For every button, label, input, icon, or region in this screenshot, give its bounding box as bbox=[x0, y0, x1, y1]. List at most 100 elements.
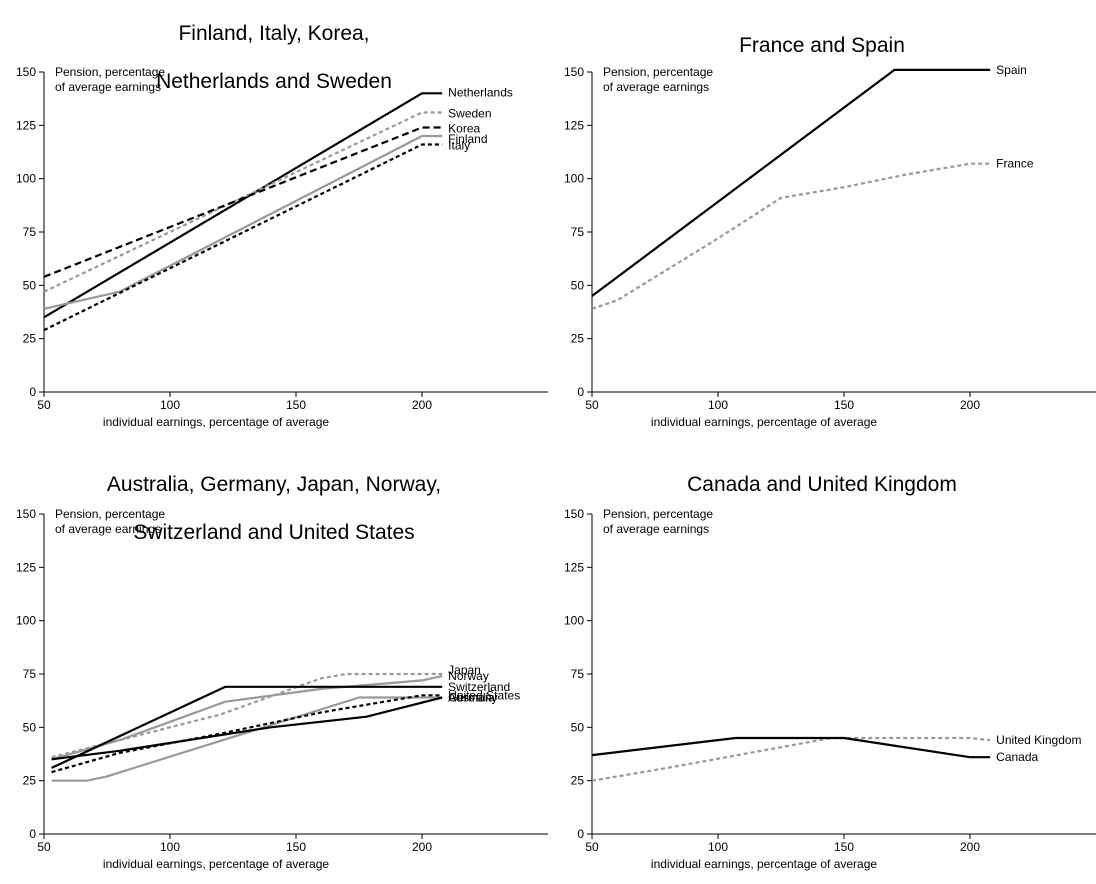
series-label: Germany bbox=[448, 690, 497, 704]
y-tick-label: 100 bbox=[564, 172, 584, 186]
y-tick-label: 25 bbox=[571, 774, 585, 788]
series-label: Japan bbox=[448, 663, 481, 677]
y-tick-label: 100 bbox=[16, 614, 36, 628]
chart-panel-bottom-right: Canada and United Kingdom 0 25 50 75 100 125 1… bbox=[548, 442, 1096, 884]
series-label: Norway bbox=[448, 669, 489, 683]
x-tick-label: 150 bbox=[286, 840, 306, 854]
x-tick-label: 50 bbox=[585, 398, 599, 412]
x-axis-label: individual earnings, percentage of avera… bbox=[103, 415, 329, 429]
y-axis-label-line: Pension, percentage bbox=[603, 65, 713, 79]
x-tick-label: 200 bbox=[960, 398, 980, 412]
y-axis-label-line: Pension, percentage bbox=[55, 507, 165, 521]
chart-title-line-1: Finland, Italy, Korea, bbox=[178, 22, 370, 45]
chart-title-line-1: Canada and United Kingdom bbox=[687, 473, 957, 496]
series-label: Finland bbox=[448, 132, 487, 146]
series-line-finland bbox=[43, 134, 443, 310]
x-axis-label: individual earnings, percentage of avera… bbox=[651, 857, 877, 871]
series-label: Korea bbox=[448, 121, 480, 135]
x-tick-label: 100 bbox=[160, 840, 180, 854]
y-axis-label-line: of average earnings bbox=[55, 522, 161, 536]
chart-title-line-2: Switzerland and United States bbox=[133, 521, 415, 544]
x-tick-label: 50 bbox=[585, 840, 599, 854]
series-line-united-states bbox=[51, 694, 443, 774]
y-tick-label: 0 bbox=[577, 827, 584, 841]
series-label: Canada bbox=[996, 750, 1038, 764]
x-axis-label: individual earnings, percentage of avera… bbox=[651, 415, 877, 429]
y-tick-label: 0 bbox=[577, 385, 584, 399]
series-label: Spain bbox=[996, 63, 1027, 77]
chart-panel-bottom-left: Australia, Germany, Japan, Norway, Switz… bbox=[0, 442, 548, 884]
series-line-netherlands bbox=[43, 92, 443, 319]
y-tick-label: 125 bbox=[564, 560, 584, 574]
series-line-canada bbox=[591, 736, 991, 759]
chart-panel-top-right: France and Spain 0 25 50 75 100 125 150 50 100 15… bbox=[548, 0, 1096, 442]
x-tick-label: 50 bbox=[37, 398, 51, 412]
chart-title: Finland, Italy, Korea, Netherlands and S… bbox=[0, 0, 548, 118]
x-tick-label: 150 bbox=[834, 398, 854, 412]
y-tick-label: 100 bbox=[16, 172, 36, 186]
y-tick-label: 100 bbox=[564, 614, 584, 628]
chart-title: France and Spain bbox=[548, 10, 1096, 82]
chart-title-line-1: France and Spain bbox=[739, 34, 905, 57]
chart-title: Canada and United Kingdom bbox=[548, 449, 1096, 521]
y-tick-label: 150 bbox=[16, 65, 36, 79]
y-axis-label-line: Pension, percentage bbox=[603, 507, 713, 521]
series-line-sweden bbox=[43, 111, 443, 293]
line-chart: 0 25 50 75 100 125 150 50 100 150 200 individual ea… bbox=[564, 507, 1096, 871]
y-tick-label: 25 bbox=[571, 332, 585, 346]
y-tick-label: 50 bbox=[571, 278, 585, 292]
y-tick-label: 125 bbox=[16, 118, 36, 132]
y-axis-label-line: of average earnings bbox=[55, 80, 161, 94]
series-label: Australia bbox=[448, 690, 495, 704]
series-label: Netherlands bbox=[448, 85, 513, 99]
x-tick-label: 200 bbox=[412, 398, 432, 412]
y-axis-label-line: Pension, percentage bbox=[55, 65, 165, 79]
y-tick-label: 0 bbox=[29, 385, 36, 399]
y-tick-label: 50 bbox=[23, 278, 37, 292]
y-tick-label: 125 bbox=[564, 118, 584, 132]
series-line-korea bbox=[43, 126, 443, 278]
y-axis-label-line: of average earnings bbox=[603, 522, 709, 536]
y-tick-label: 150 bbox=[564, 65, 584, 79]
y-tick-label: 0 bbox=[29, 827, 36, 841]
y-tick-label: 75 bbox=[23, 225, 37, 239]
series-line-italy bbox=[43, 143, 443, 332]
series-line-united-kingdom bbox=[591, 736, 991, 782]
y-tick-label: 150 bbox=[16, 507, 36, 521]
chart-panel-top-left: Finland, Italy, Korea, Netherlands and S… bbox=[0, 0, 548, 442]
series-line-norway bbox=[51, 675, 443, 761]
y-tick-label: 25 bbox=[23, 332, 37, 346]
y-tick-label: 125 bbox=[16, 560, 36, 574]
series-line-australia bbox=[51, 696, 443, 761]
x-tick-label: 200 bbox=[412, 840, 432, 854]
series-line-germany bbox=[51, 696, 443, 782]
series-label: United States bbox=[448, 688, 520, 702]
y-tick-label: 50 bbox=[571, 720, 585, 734]
y-tick-label: 75 bbox=[571, 667, 585, 681]
y-axis-label-line: of average earnings bbox=[603, 80, 709, 94]
y-tick-label: 75 bbox=[571, 225, 585, 239]
series-line-france bbox=[591, 162, 991, 310]
series-label: France bbox=[996, 157, 1034, 171]
series-line-spain bbox=[591, 68, 991, 297]
y-tick-label: 150 bbox=[564, 507, 584, 521]
x-axis-label: individual earnings, percentage of avera… bbox=[103, 857, 329, 871]
series-label: Italy bbox=[448, 139, 470, 153]
y-tick-label: 75 bbox=[23, 667, 37, 681]
series-label: Switzerland bbox=[448, 680, 510, 694]
y-tick-label: 25 bbox=[23, 774, 37, 788]
y-tick-label: 50 bbox=[23, 720, 37, 734]
chart-title-line-2: Netherlands and Sweden bbox=[156, 70, 392, 93]
x-tick-label: 100 bbox=[708, 398, 728, 412]
series-label: United Kingdom bbox=[996, 733, 1081, 747]
series-label: Sweden bbox=[448, 107, 491, 121]
x-tick-label: 150 bbox=[286, 398, 306, 412]
x-tick-label: 100 bbox=[160, 398, 180, 412]
x-tick-label: 50 bbox=[37, 840, 51, 854]
line-chart: 0 25 50 75 100 125 150 50 100 150 200 individual ea… bbox=[16, 507, 548, 871]
x-tick-label: 200 bbox=[960, 840, 980, 854]
line-chart: 0 25 50 75 100 125 150 50 100 150 200 individual ea… bbox=[564, 63, 1096, 429]
x-tick-label: 100 bbox=[708, 840, 728, 854]
chart-title: Australia, Germany, Japan, Norway, Switz… bbox=[0, 449, 548, 569]
x-tick-label: 150 bbox=[834, 840, 854, 854]
